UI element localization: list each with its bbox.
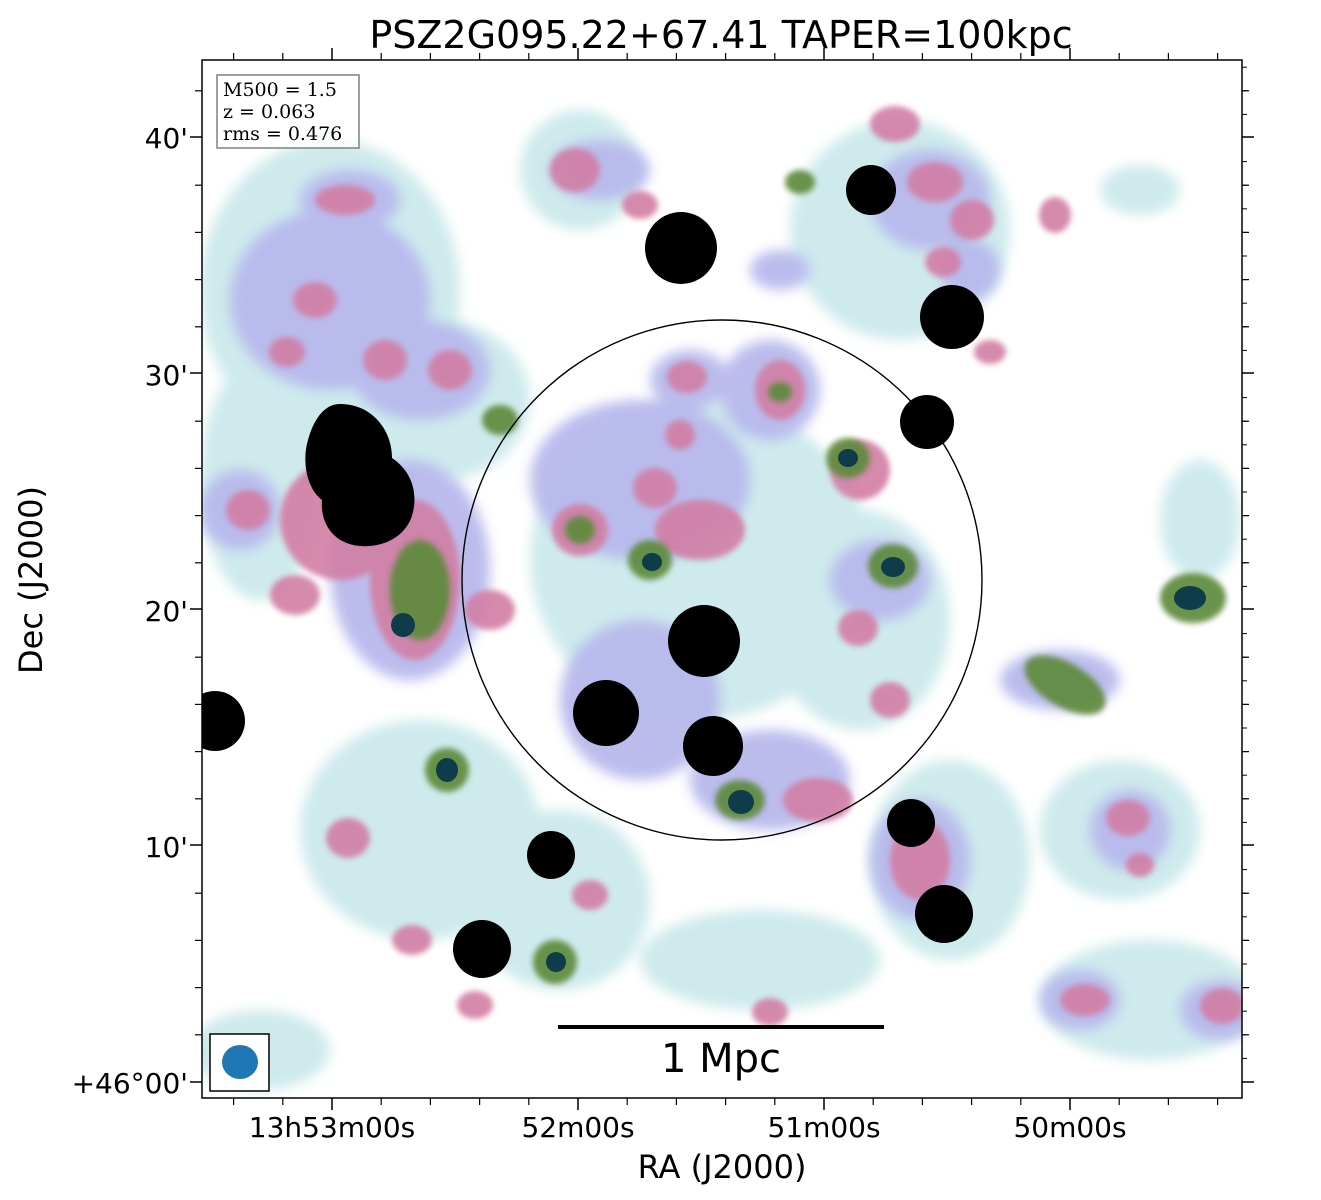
saturated-sources [202,165,984,978]
info-mass: M500 = 1.5 [223,79,337,101]
y-tick-label: 30' [145,359,188,392]
x-tick-label: 51m00s [767,1111,880,1144]
peak-emission-layer [391,449,1206,972]
axes-frame [201,59,1243,1099]
plot-title: PSZ2G095.22+67.41 TAPER=100kpc [369,13,1072,57]
info-rms: rms = 0.476 [223,123,342,145]
x-tick-label: 50m00s [1013,1111,1126,1144]
y-axis-title: Dec (J2000) [12,486,50,674]
beam-indicator [209,1033,270,1092]
beam-ellipse [222,1045,258,1079]
r500-circle [461,319,983,841]
emission-map [202,106,1242,1090]
x-tick-label: 52m00s [521,1111,634,1144]
axis-ticks [190,48,1254,1110]
x-tick-label: 13h53m00s [249,1111,416,1144]
x-axis-title: RA (J2000) [638,1148,807,1186]
y-tick-label: 40' [145,122,188,155]
info-redshift: z = 0.063 [223,101,315,123]
info-box: M500 = 1.5 z = 0.063 rms = 0.476 [216,74,360,149]
scale-bar: 1 Mpc [558,1025,884,1082]
y-tick-label: 10' [145,831,188,864]
scale-bar-label: 1 Mpc [661,1036,781,1082]
y-tick-label: 20' [145,595,188,628]
y-tick-label: +46°00' [72,1067,188,1100]
